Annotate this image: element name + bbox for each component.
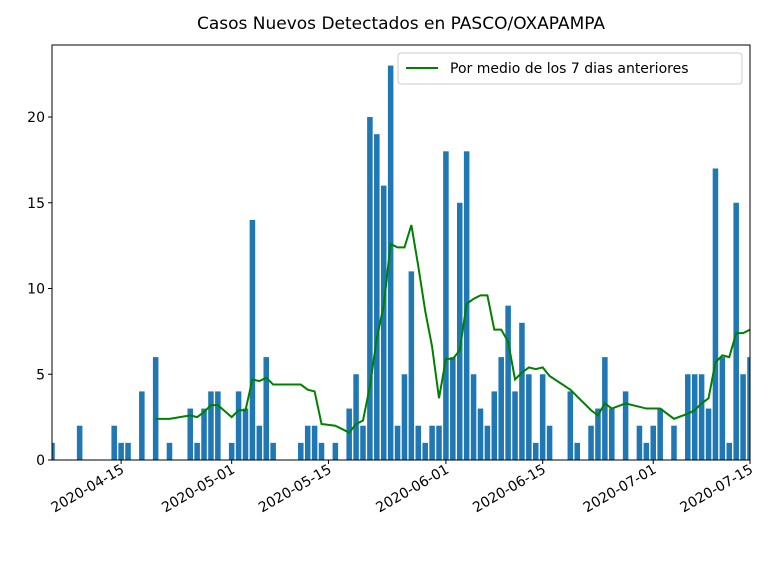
bar [374, 134, 380, 460]
bar [470, 374, 477, 460]
bar [298, 442, 304, 460]
bar [595, 408, 601, 460]
bar [187, 408, 193, 460]
bar [546, 425, 553, 460]
bar [588, 425, 594, 460]
bar [367, 117, 373, 460]
bar [609, 408, 615, 460]
bar [401, 374, 408, 460]
bar [332, 442, 339, 460]
bar [166, 442, 173, 460]
bar [719, 357, 726, 460]
bar [574, 442, 580, 460]
bar [249, 219, 256, 460]
bar [526, 374, 532, 460]
y-tick-label: 10 [27, 282, 45, 298]
bar [519, 322, 525, 460]
bar [242, 408, 249, 460]
legend-label: Por medio de los 7 dias anteriores [450, 61, 689, 77]
bar [712, 168, 719, 460]
bar [256, 425, 263, 460]
bar [622, 391, 629, 460]
bar [76, 425, 83, 460]
plot-area [52, 65, 750, 460]
bar [505, 305, 511, 460]
bar [422, 442, 428, 460]
bar [152, 357, 159, 460]
y-tick-label: 20 [27, 110, 45, 126]
bar [125, 442, 131, 460]
bar [685, 374, 691, 460]
bar [567, 391, 574, 460]
bar [235, 391, 242, 460]
bar [387, 65, 394, 460]
y-tick-label: 15 [27, 196, 45, 212]
bar [111, 425, 117, 460]
bar [311, 425, 318, 460]
bar [705, 408, 712, 460]
bar [408, 271, 415, 460]
bar [139, 391, 145, 460]
bar [477, 408, 484, 460]
bar [353, 374, 359, 460]
axes-frame [51, 44, 751, 461]
bar [263, 357, 270, 460]
bar [52, 442, 55, 460]
bar [456, 202, 463, 460]
bar [318, 442, 325, 460]
bar [691, 374, 698, 460]
bar [643, 442, 650, 460]
bar [380, 185, 387, 460]
bar [657, 408, 663, 460]
bar [698, 374, 705, 460]
average-line [155, 224, 750, 434]
bar [215, 391, 221, 460]
bar [394, 425, 401, 460]
bar [602, 357, 608, 460]
y-tick-label: 5 [36, 367, 45, 383]
bar [636, 425, 643, 460]
bar [346, 408, 352, 460]
bar [360, 425, 366, 460]
y-tick-label: 0 [36, 453, 45, 469]
bar [304, 425, 311, 460]
bar [270, 442, 276, 460]
chart-title: Casos Nuevos Detectados en PASCO/OXAPAMP… [197, 14, 605, 34]
bar [228, 442, 235, 460]
bar [443, 151, 449, 460]
bar [194, 442, 200, 460]
bar [733, 202, 739, 460]
bar [208, 391, 214, 460]
bar [726, 442, 733, 460]
bar [450, 357, 456, 460]
bar [532, 442, 539, 460]
bar [740, 374, 746, 460]
legend-box [397, 52, 743, 85]
bar [415, 425, 422, 460]
bar [539, 374, 546, 460]
bar [201, 408, 207, 460]
bar [484, 425, 491, 460]
bar [429, 425, 435, 460]
bar [650, 425, 657, 460]
bar [671, 425, 677, 460]
bar [491, 391, 498, 460]
bar [436, 425, 442, 460]
bar [747, 357, 750, 460]
bar [512, 391, 518, 460]
bar [498, 357, 504, 460]
bar [118, 442, 124, 460]
